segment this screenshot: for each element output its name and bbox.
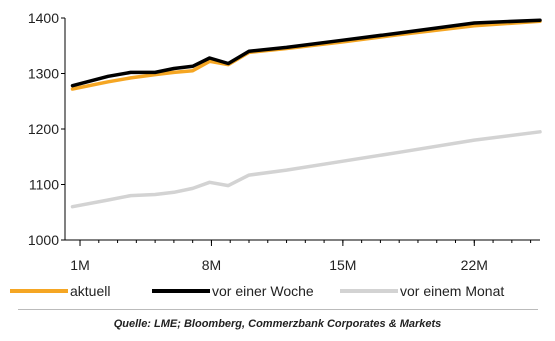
x-tick-label-1: 1M (70, 257, 89, 273)
series-line-vor-einem-monat (70, 130, 542, 209)
chart-legend: aktuell vor einer Woche vor einem Monat (10, 283, 550, 305)
chart-tick-labels: 1000 1100 1200 1300 1400 1M 8M 15M 22M (28, 10, 488, 273)
y-tick-label-1100: 1100 (29, 177, 59, 193)
y-tick-label-1400: 1400 (28, 10, 59, 26)
line-chart: 1000 1100 1200 1300 1400 1M 8M 15M 22M (28, 10, 542, 273)
legend-item-aktuell: aktuell (10, 283, 110, 299)
legend-item-vor-einer-woche: vor einer Woche (152, 283, 314, 299)
y-tick-label-1300: 1300 (28, 66, 59, 82)
series-line-aktuell (70, 19, 542, 91)
legend-swatch-vor-einem-monat (340, 289, 398, 293)
x-tick-label-22: 22M (461, 257, 488, 273)
series-line-vor-einer-woche (70, 18, 542, 88)
legend-label-vor-einem-monat: vor einem Monat (400, 283, 505, 299)
source-divider (18, 309, 538, 310)
legend-item-vor-einem-monat: vor einem Monat (340, 283, 504, 299)
source-note: Quelle: LME; Bloomberg, Commerzbank Corp… (113, 318, 442, 330)
chart-axes (61, 17, 540, 246)
legend-swatch-vor-einer-woche (152, 289, 210, 293)
chart-series (70, 18, 542, 209)
legend-label-vor-einer-woche: vor einer Woche (212, 283, 314, 299)
x-tick-label-15: 15M (329, 257, 356, 273)
x-tick-label-8: 8M (202, 257, 221, 273)
legend-swatch-aktuell (10, 289, 68, 293)
y-tick-label-1000: 1000 (28, 232, 59, 248)
y-tick-label-1200: 1200 (28, 121, 59, 137)
legend-label-aktuell: aktuell (70, 283, 111, 299)
